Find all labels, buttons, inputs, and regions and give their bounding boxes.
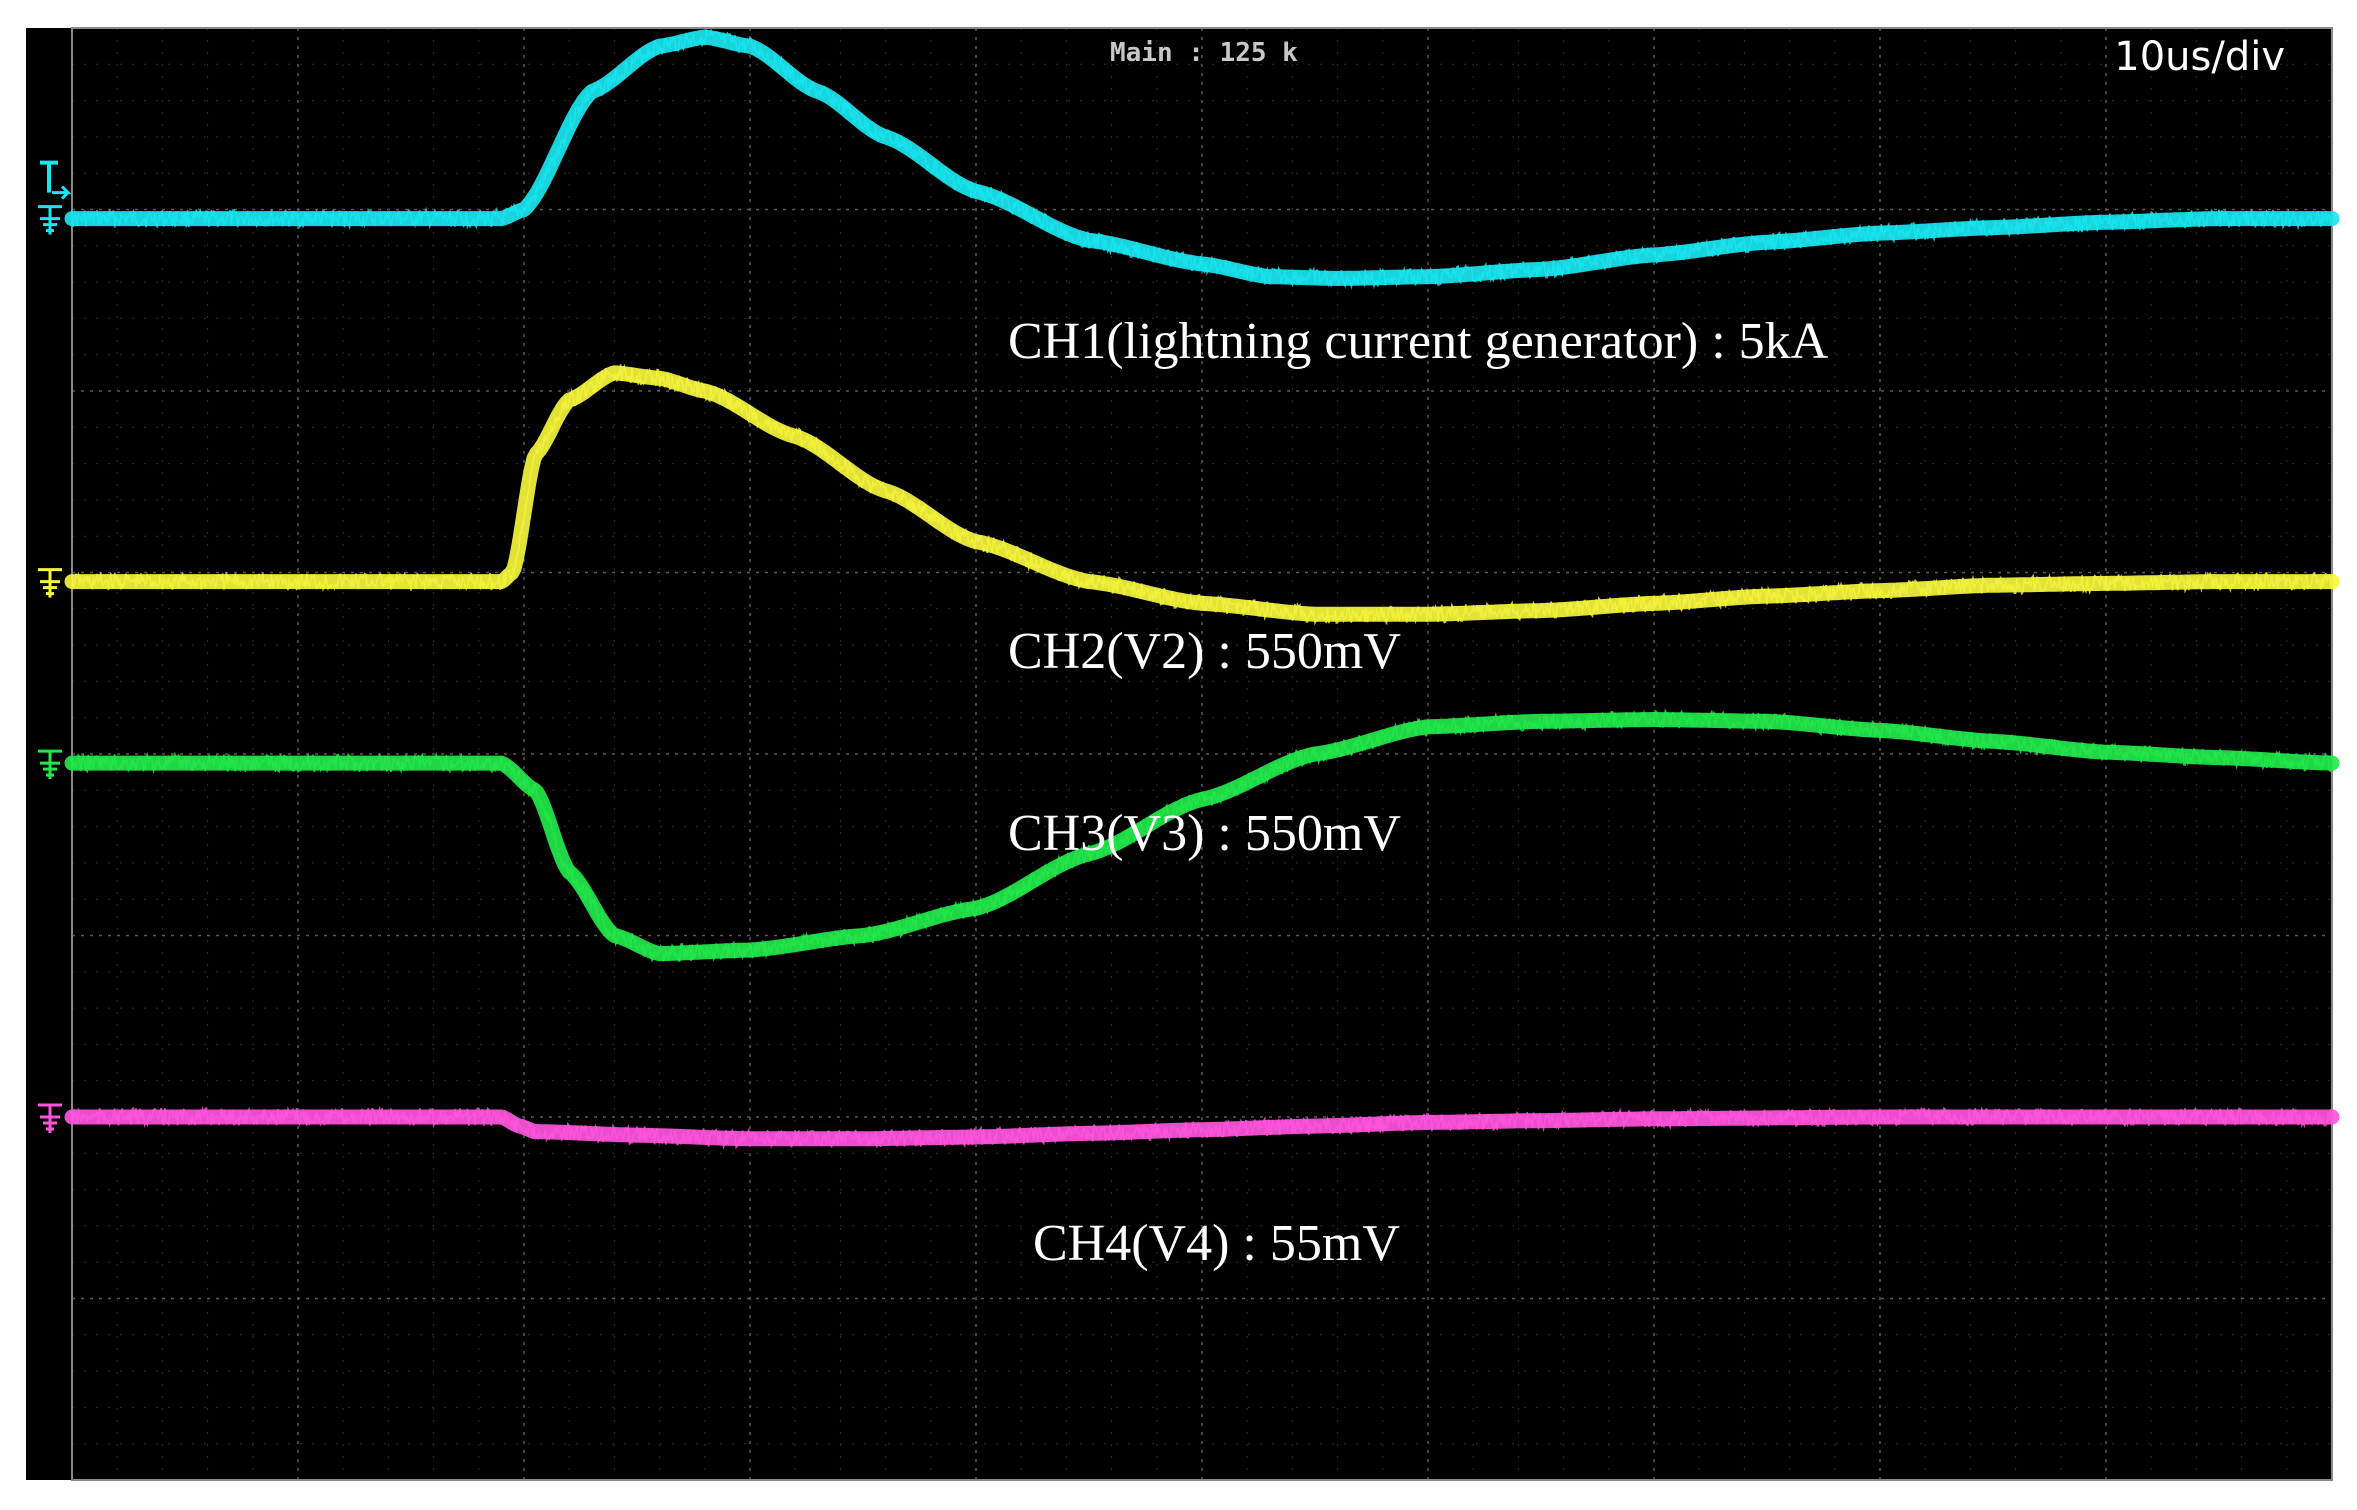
trace-noise: [71, 708, 2333, 963]
ground-magenta-icon: [38, 1103, 62, 1133]
trace-noise: [71, 1105, 2333, 1150]
ground-cyan-icon: [38, 205, 62, 235]
ch4-label: CH4(V4) : 55mV: [1033, 1215, 1400, 1272]
trace-ch1: [64, 28, 2340, 290]
plot-border: [71, 27, 2333, 1481]
ground-green-icon: [38, 749, 62, 780]
trace-ch3: [64, 708, 2340, 963]
trace-noise: [71, 363, 2333, 626]
traces: [64, 28, 2340, 1150]
trace-ch2: [64, 363, 2340, 626]
ch2-label: CH2(V2) : 550mV: [1008, 623, 1401, 680]
ground-yellow-icon: [38, 568, 62, 598]
sample-info: Main : 125 k: [1110, 38, 1298, 68]
ground-markers: [38, 160, 72, 1133]
trigger-marker-icon: [40, 160, 72, 200]
ch3-label: CH3(V3) : 550mV: [1008, 805, 1401, 862]
timebase-label: 10us/div: [2114, 34, 2285, 80]
trace-ch4: [64, 1105, 2340, 1150]
ch1-label: CH1(lightning current generator) : 5kA: [1008, 313, 1829, 370]
trace-noise: [71, 28, 2333, 290]
